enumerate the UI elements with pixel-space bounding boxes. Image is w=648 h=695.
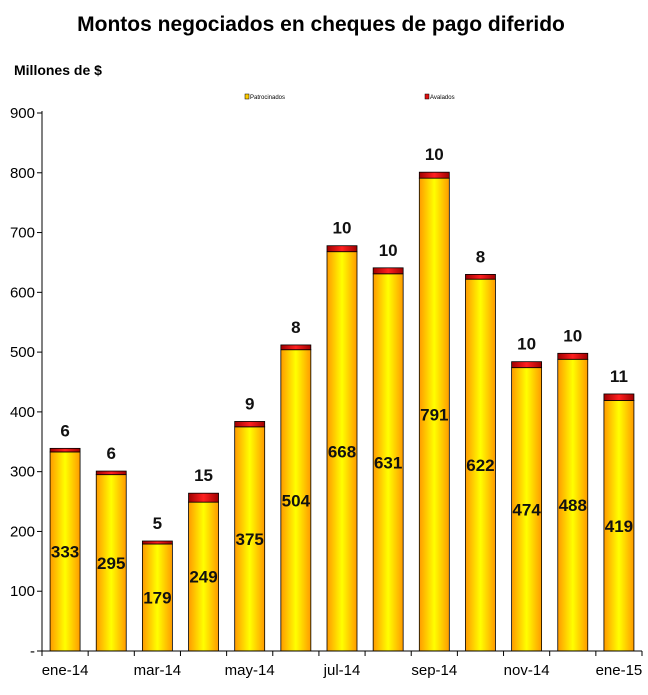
data-label-patrocinados: 668: [328, 442, 356, 461]
y-axis-label: Millones de $: [14, 62, 102, 78]
y-tick-label: 100: [10, 583, 35, 600]
legend-label: Patrocinados: [250, 95, 285, 101]
bar-avalados: [141, 540, 173, 545]
x-tick-label: may-14: [225, 662, 275, 679]
legend-swatch: [424, 93, 430, 100]
y-axis: - 100 200 300 400 500 600 700 800 900: [10, 105, 43, 660]
bar-patrocinados: [511, 367, 543, 652]
data-label-patrocinados: 474: [512, 500, 541, 519]
data-label-avalados: 9: [245, 394, 254, 413]
y-tick-label: 500: [10, 344, 35, 361]
data-label-patrocinados: 333: [51, 542, 79, 561]
bar-avalados: [465, 273, 496, 280]
y-tick-label: 900: [10, 105, 35, 122]
bar-patrocinados: [188, 501, 219, 652]
y-tick-label: 600: [10, 284, 35, 301]
y-tick-label: 700: [10, 225, 35, 242]
data-label-patrocinados: 179: [143, 588, 171, 607]
bar-patrocinados: [372, 273, 404, 652]
data-label-avalados: 8: [476, 247, 485, 266]
data-label-patrocinados: 375: [236, 530, 264, 549]
bar-avalados: [95, 470, 127, 476]
data-label-avalados: 5: [153, 514, 162, 533]
data-label-patrocinados: 488: [559, 496, 587, 515]
data-label-patrocinados: 249: [189, 568, 217, 587]
bar-avalados: [372, 267, 404, 275]
x-tick-label: ene-14: [42, 662, 89, 679]
y-tick-label: 200: [10, 523, 35, 540]
data-label-avalados: 10: [517, 335, 536, 354]
legend: Patrocinados Avalados: [244, 93, 455, 101]
y-tick-label: 300: [10, 464, 35, 481]
data-label-avalados: 10: [379, 241, 398, 260]
bar-patrocinados: [418, 177, 450, 652]
bars: 333 6 295 6 179 5 249 15 375 9 504 8 668 10 631 10 791 10…: [49, 145, 635, 652]
x-tick-label: sep-14: [411, 662, 457, 679]
data-label-avalados: 11: [610, 367, 628, 386]
bar-patrocinados: [49, 451, 81, 652]
bar-avalados: [49, 447, 81, 453]
data-label-avalados: 6: [106, 444, 115, 463]
bar-avalados: [326, 245, 358, 253]
chart-title: Montos negociados en cheques de pago dif…: [77, 13, 565, 36]
bar-avalados: [188, 492, 219, 503]
legend-label: Avalados: [430, 95, 455, 101]
data-label-patrocinados: 622: [466, 456, 494, 475]
data-label-patrocinados: 631: [374, 453, 402, 472]
data-label-avalados: 15: [194, 466, 213, 485]
bar-avalados: [511, 361, 543, 369]
x-tick-label: mar-14: [134, 662, 182, 679]
x-tick-label: ene-15: [596, 662, 643, 679]
data-label-avalados: 10: [563, 326, 582, 345]
bar-avalados: [280, 344, 312, 351]
bar-patrocinados: [557, 358, 589, 652]
data-label-avalados: 10: [333, 219, 352, 238]
data-label-avalados: 10: [425, 145, 444, 164]
bar-avalados: [557, 352, 589, 360]
x-axis: ene-14 mar-14 may-14 jul-14 sep-14 nov-14 ene-…: [41, 650, 643, 679]
data-label-avalados: 6: [60, 421, 69, 440]
bar-avalados: [603, 393, 635, 401]
bar-patrocinados: [95, 474, 127, 652]
y-tick-label: 800: [10, 165, 35, 182]
data-label-avalados: 8: [291, 318, 300, 337]
y-tick-label: 400: [10, 404, 35, 421]
data-label-patrocinados: 504: [282, 491, 311, 510]
legend-swatch: [244, 93, 250, 100]
y-tick-label: -: [30, 643, 35, 660]
bar-patrocinados: [603, 400, 635, 652]
bar-avalados: [234, 421, 266, 428]
x-tick-label: jul-14: [323, 662, 361, 679]
x-tick-label: nov-14: [504, 662, 550, 679]
data-label-patrocinados: 295: [97, 554, 125, 573]
bar-patrocinados: [465, 278, 496, 652]
bar-patrocinados: [234, 426, 266, 652]
bar-patrocinados: [141, 543, 173, 652]
data-label-patrocinados: 419: [605, 517, 633, 536]
bar-avalados: [418, 171, 450, 179]
data-label-patrocinados: 791: [420, 406, 448, 425]
